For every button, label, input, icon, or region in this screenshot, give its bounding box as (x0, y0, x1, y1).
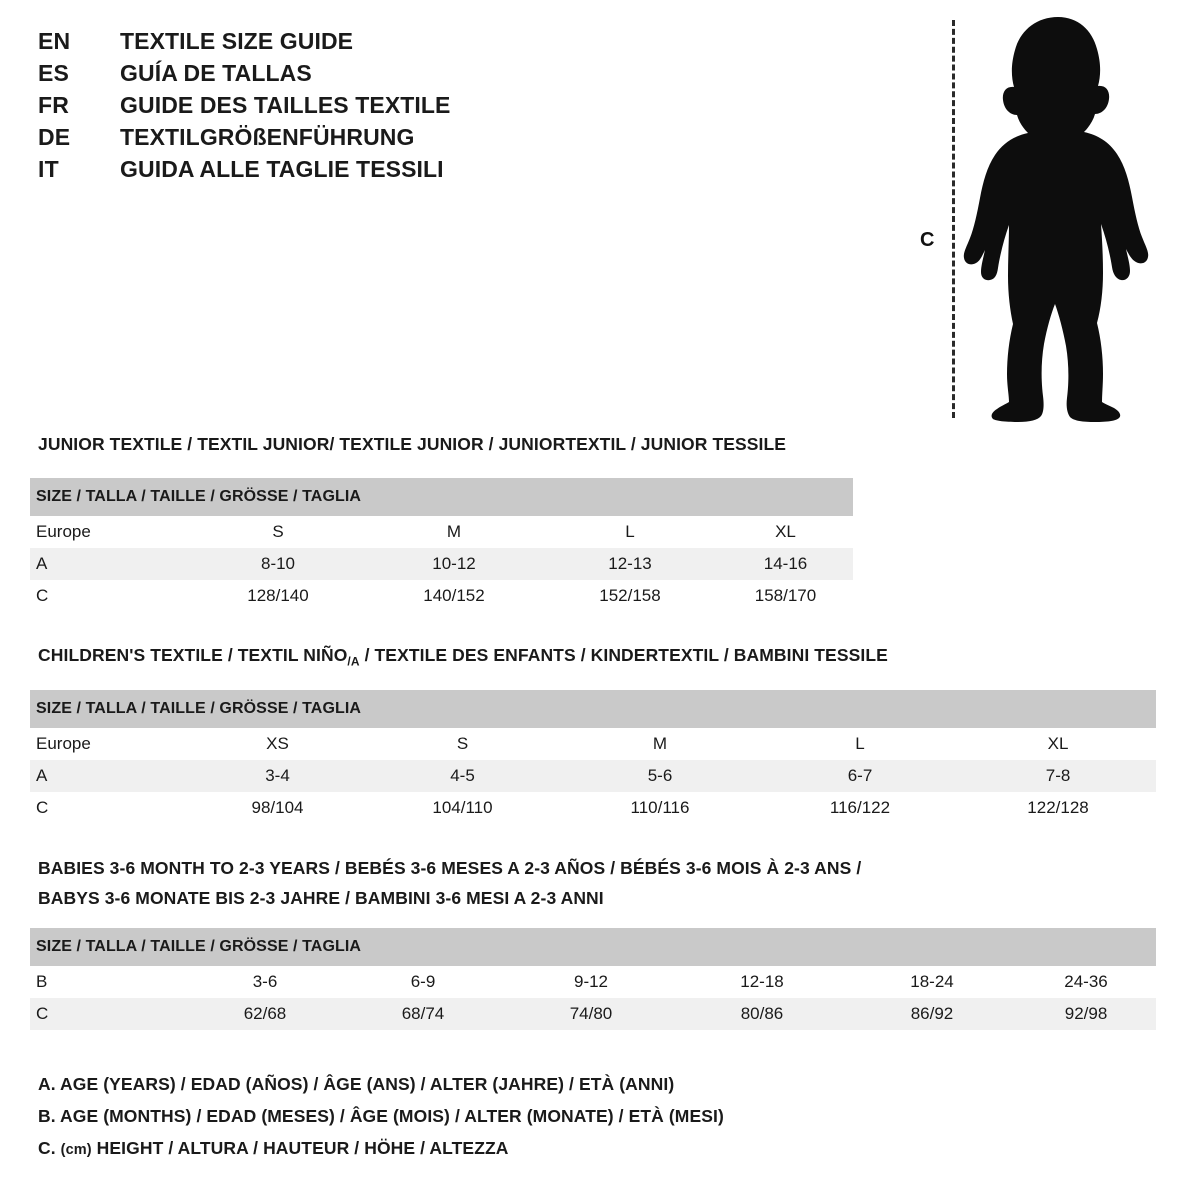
children-header-row: Europe XS S M L XL (30, 728, 1157, 760)
babies-row-label-b: B (36, 972, 48, 991)
children-size-m: M (652, 734, 668, 753)
babies-section-title-line1: BABIES 3-6 MONTH TO 2-3 YEARS / BEBÉS 3-… (38, 858, 862, 878)
language-code: FR (38, 92, 70, 118)
height-dashed-axis (952, 20, 955, 418)
babies-b-col3: 9-12 (573, 972, 609, 991)
children-bar-row: SIZE / TALLA / TAILLE / GRÖSSE / TAGLIA (30, 690, 1157, 728)
babies-c-col4: 80/86 (740, 1004, 784, 1023)
junior-a-s: 8-10 (260, 554, 296, 573)
babies-c-col3: 74/80 (569, 1004, 613, 1023)
table-row: C 62/68 68/74 74/80 80/86 86/92 92/98 (30, 998, 1157, 1030)
legend-c-text: HEIGHT / ALTURA / HAUTEUR / HÖHE / ALTEZ… (91, 1138, 509, 1158)
language-code: EN (38, 28, 71, 54)
language-code: DE (38, 124, 71, 150)
children-a-m: 5-6 (647, 766, 673, 785)
children-title-pre: CHILDREN'S TEXTILE / TEXTIL NIÑO (38, 645, 348, 665)
children-c-xl: 122/128 (1027, 798, 1089, 817)
children-size-s: S (456, 734, 469, 753)
children-a-xl: 7-8 (1045, 766, 1071, 785)
junior-size-bar-label: SIZE / TALLA / TAILLE / GRÖSSE / TAGLIA (30, 478, 853, 516)
junior-region-label: Europe (36, 522, 91, 541)
legend-line-c: C. (cm) HEIGHT / ALTURA / HAUTEUR / HÖHE… (38, 1132, 858, 1164)
children-c-l: 116/122 (829, 798, 891, 817)
language-row-en: EN TEXTILE SIZE GUIDE (38, 28, 558, 60)
babies-c-col6: 92/98 (1064, 1004, 1108, 1023)
language-row-de: DE TEXTILGRÖßENFÜHRUNG (38, 124, 558, 156)
babies-row-label-c: C (36, 1004, 49, 1023)
height-axis-label: C (920, 229, 935, 251)
language-title: GUIDE DES TAILLES TEXTILE (120, 92, 451, 118)
language-row-fr: FR GUIDE DES TAILLES TEXTILE (38, 92, 558, 124)
junior-size-m: M (446, 522, 462, 541)
children-size-table: SIZE / TALLA / TAILLE / GRÖSSE / TAGLIA … (30, 690, 1157, 824)
junior-c-s: 128/140 (247, 586, 309, 605)
babies-section-title-line2: BABYS 3-6 MONATE BIS 2-3 JAHRE / BAMBINI… (38, 888, 604, 908)
junior-a-xl: 14-16 (763, 554, 808, 573)
babies-bar-row: SIZE / TALLA / TAILLE / GRÖSSE / TAGLIA (30, 928, 1157, 966)
junior-row-label-c: C (36, 586, 49, 605)
language-title: GUÍA DE TALLAS (120, 60, 312, 86)
junior-c-m: 140/152 (423, 586, 485, 605)
babies-b-col6: 24-36 (1064, 972, 1108, 991)
junior-size-l: L (625, 522, 635, 541)
babies-size-table: SIZE / TALLA / TAILLE / GRÖSSE / TAGLIA … (30, 928, 1157, 1030)
children-title-sub: /A (347, 654, 360, 669)
table-row: A 3-4 4-5 5-6 6-7 7-8 (30, 760, 1157, 792)
toddler-silhouette-icon (963, 17, 1149, 422)
children-size-xl: XL (1047, 734, 1069, 753)
children-size-bar-label: SIZE / TALLA / TAILLE / GRÖSSE / TAGLIA (30, 690, 1157, 728)
legend-line-b: B. AGE (MONTHS) / EDAD (MESES) / ÂGE (MO… (38, 1106, 724, 1126)
junior-a-m: 10-12 (432, 554, 476, 573)
junior-row-label-a: A (36, 554, 48, 573)
language-code: IT (38, 156, 59, 182)
children-title-post: / TEXTILE DES ENFANTS / KINDERTEXTIL / B… (359, 645, 888, 665)
table-row: C 98/104 104/110 110/116 116/122 122/128 (30, 792, 1157, 824)
junior-section-title: JUNIOR TEXTILE / TEXTIL JUNIOR/ TEXTILE … (38, 434, 787, 454)
children-c-xs: 98/104 (251, 798, 304, 817)
babies-c-col5: 86/92 (910, 1004, 954, 1023)
children-a-xs: 3-4 (265, 766, 290, 785)
children-row-label-a: A (36, 766, 48, 785)
junior-header-row: Europe S M L XL (30, 516, 853, 548)
babies-b-col5: 18-24 (910, 972, 954, 991)
language-code: ES (38, 60, 70, 86)
junior-size-xl: XL (775, 522, 796, 541)
children-section-title: CHILDREN'S TEXTILE / TEXTIL NIÑO/A / TEX… (38, 645, 888, 669)
junior-a-l: 12-13 (608, 554, 652, 573)
children-a-s: 4-5 (450, 766, 475, 785)
children-row-label-c: C (36, 798, 49, 817)
babies-b-col2: 6-9 (410, 972, 436, 991)
legend-c-prefix: C. (38, 1138, 61, 1158)
junior-size-table: SIZE / TALLA / TAILLE / GRÖSSE / TAGLIA … (30, 478, 853, 612)
children-a-l: 6-7 (847, 766, 873, 785)
language-row-it: IT GUIDA ALLE TAGLIE TESSILI (38, 156, 558, 188)
language-title: TEXTILGRÖßENFÜHRUNG (120, 124, 415, 150)
junior-bar-row: SIZE / TALLA / TAILLE / GRÖSSE / TAGLIA (30, 478, 853, 516)
legend-c-unit: (cm) (60, 1142, 92, 1158)
junior-c-xl: 158/170 (754, 586, 817, 605)
table-row: A 8-10 10-12 12-13 14-16 (30, 548, 853, 580)
legend-line-a: A. AGE (YEARS) / EDAD (AÑOS) / ÂGE (ANS)… (38, 1074, 675, 1094)
table-row: B 3-6 6-9 9-12 12-18 18-24 24-36 (30, 966, 1157, 998)
language-row-es: ES GUÍA DE TALLAS (38, 60, 558, 92)
children-c-s: 104/110 (432, 798, 493, 817)
children-size-l: L (855, 734, 865, 753)
language-title: TEXTILE SIZE GUIDE (120, 28, 354, 54)
language-title: GUIDA ALLE TAGLIE TESSILI (120, 156, 444, 182)
children-c-m: 110/116 (630, 798, 690, 817)
children-region-label: Europe (36, 734, 91, 753)
babies-b-col4: 12-18 (740, 972, 784, 991)
babies-c-col1: 62/68 (243, 1004, 287, 1023)
babies-c-col2: 68/74 (401, 1004, 445, 1023)
height-measurement-diagram: C (900, 14, 1170, 424)
babies-b-col1: 3-6 (252, 972, 278, 991)
babies-size-bar-label: SIZE / TALLA / TAILLE / GRÖSSE / TAGLIA (30, 928, 1157, 966)
legend-block: A. AGE (YEARS) / EDAD (AÑOS) / ÂGE (ANS)… (38, 1068, 858, 1164)
table-row: C 128/140 140/152 152/158 158/170 (30, 580, 853, 612)
junior-size-s: S (272, 522, 284, 541)
language-title-block: EN TEXTILE SIZE GUIDE ES GUÍA DE TALLAS … (38, 28, 558, 188)
children-size-xs: XS (266, 734, 289, 753)
junior-c-l: 152/158 (599, 586, 661, 605)
